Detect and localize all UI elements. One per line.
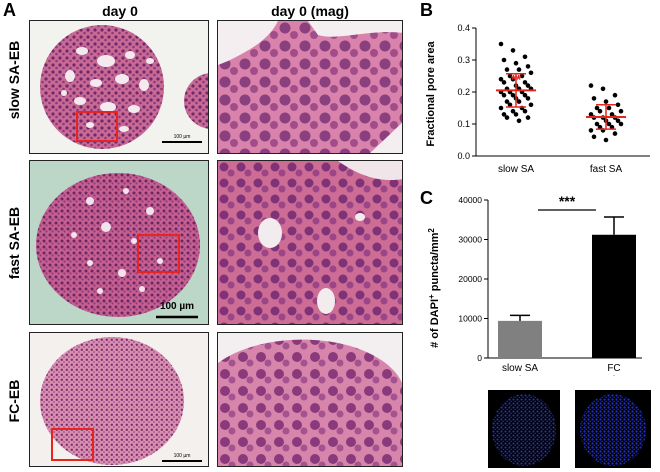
bar: [592, 234, 636, 358]
row-label-fc-eb: FC-EB: [6, 379, 22, 423]
scatter-point: [597, 124, 603, 130]
scatter-point: [501, 57, 507, 63]
dapi-image-fc: [575, 390, 651, 468]
scatter-point: [591, 134, 597, 140]
highlight-box: [51, 428, 94, 461]
scatter-point: [615, 118, 621, 124]
scatter-point: [501, 112, 507, 117]
scatter-point: [504, 67, 510, 72]
panel-label-a: A: [3, 0, 16, 20]
scatter-point: [594, 105, 600, 111]
row-label-slow-sa-eb: slow SA-EB: [6, 40, 22, 120]
scatter-point: [603, 137, 609, 143]
scatter-point: [522, 54, 528, 60]
scatter-point: [522, 92, 528, 98]
scatter-y-tick-label: 0.0: [457, 151, 470, 161]
bar-category-label: FC: [607, 363, 620, 374]
scatter-point: [501, 92, 507, 98]
scatter-point: [609, 124, 615, 130]
bar-y-tick-label: 20000: [458, 274, 482, 284]
micrograph-fc-eb: 100 µm: [29, 332, 209, 467]
scatter-point: [513, 60, 519, 66]
scatter-point: [498, 105, 504, 111]
highlight-box: [137, 234, 180, 273]
bar-y-tick-label: 0: [477, 353, 482, 363]
row-label-fast-sa-eb: fast SA-EB: [6, 206, 22, 280]
scatter-point: [516, 67, 522, 72]
bar: [498, 320, 542, 358]
bar-y-axis-label: # of DAPI+ puncta/mm2: [427, 228, 441, 348]
scatter-point: [600, 86, 606, 92]
scatter-point: [516, 99, 522, 104]
scatter-point: [519, 73, 525, 79]
scatter-point: [498, 41, 504, 47]
scatter-point: [522, 108, 528, 114]
scatter-point: [588, 112, 594, 117]
scatter-point: [603, 99, 609, 104]
scatter-y-tick-label: 0.2: [457, 87, 470, 97]
scatter-point: [507, 73, 513, 79]
bar-chart-dapi-puncta: # of DAPI+ puncta/mm2 0 10000 20000 30000 40…: [427, 193, 642, 376]
bar-y-tick-label: 40000: [458, 195, 482, 205]
scatter-category-label: slow SA: [498, 164, 534, 175]
bar-significance-label: ***: [559, 193, 576, 209]
scatter-point: [597, 108, 603, 114]
scatter-point: [510, 48, 516, 53]
scatter-point: [504, 115, 510, 120]
scatter-point: [528, 70, 534, 76]
scatter-y-tick-label: 0.4: [457, 23, 470, 33]
scatter-chart-pore-area: Fractional pore area 0.0 0.1 0.2 0.3 0.4 slo…: [425, 23, 650, 175]
scatter-point: [528, 102, 534, 108]
scatter-point: [609, 112, 615, 117]
scatter-point: [516, 118, 522, 124]
scatter-point: [612, 131, 618, 136]
scatter-point: [510, 108, 516, 114]
scatter-point: [591, 96, 597, 101]
scatter-point: [525, 83, 531, 88]
scatter-point: [615, 102, 621, 108]
dapi-image-slow-sa: [488, 390, 560, 468]
panel-label-b: B: [420, 0, 433, 20]
scatter-significance-label: **: [511, 72, 522, 87]
scatter-point: [606, 121, 612, 127]
scatter-y-tick-label: 0.3: [457, 55, 470, 65]
bar-y-tick-label: 10000: [458, 314, 482, 324]
panel-label-c: C: [420, 188, 433, 208]
scatter-point: [501, 80, 507, 85]
column-header-day0: day 0: [102, 3, 138, 19]
scatter-point: [507, 102, 513, 108]
scatter-y-tick-label: 0.1: [457, 119, 470, 129]
scatter-point: [510, 76, 516, 82]
scatter-point: [513, 112, 519, 117]
scatter-point: [618, 108, 624, 114]
micrograph-slow-sa-eb-magnified: [217, 20, 403, 154]
scatter-point: [498, 76, 504, 82]
scatter-point: [504, 99, 510, 104]
scale-bar-label: 100 µm: [174, 453, 191, 459]
micrograph-fast-sa-eb: 100 µm: [29, 160, 209, 325]
scatter-point: [525, 96, 531, 101]
scatter-point: [618, 121, 624, 127]
scatter-y-axis-label: Fractional pore area: [425, 41, 437, 147]
scatter-point: [594, 121, 600, 127]
scatter-point: [522, 80, 528, 85]
scatter-point: [588, 83, 594, 88]
micrograph-fc-eb-magnified: [217, 332, 403, 467]
scatter-point: [510, 92, 516, 98]
scale-bar-label: 100 µm: [160, 301, 194, 312]
highlight-box: [76, 111, 118, 142]
micrograph-slow-sa-eb: 100 µm: [29, 20, 209, 154]
scatter-point: [606, 105, 612, 111]
scatter-category-label: fast SA: [590, 164, 623, 175]
scatter-point: [525, 64, 531, 69]
micrograph-fast-sa-eb-magnified: [217, 160, 403, 325]
column-header-day0-mag: day 0 (mag): [271, 3, 349, 19]
bar-y-tick-label: 30000: [458, 235, 482, 245]
scatter-point: [588, 128, 594, 133]
scale-bar-label: 100 µm: [174, 134, 191, 140]
bar-category-label: slow SA: [502, 363, 538, 374]
scatter-point: [525, 115, 531, 120]
scatter-point: [612, 92, 618, 98]
